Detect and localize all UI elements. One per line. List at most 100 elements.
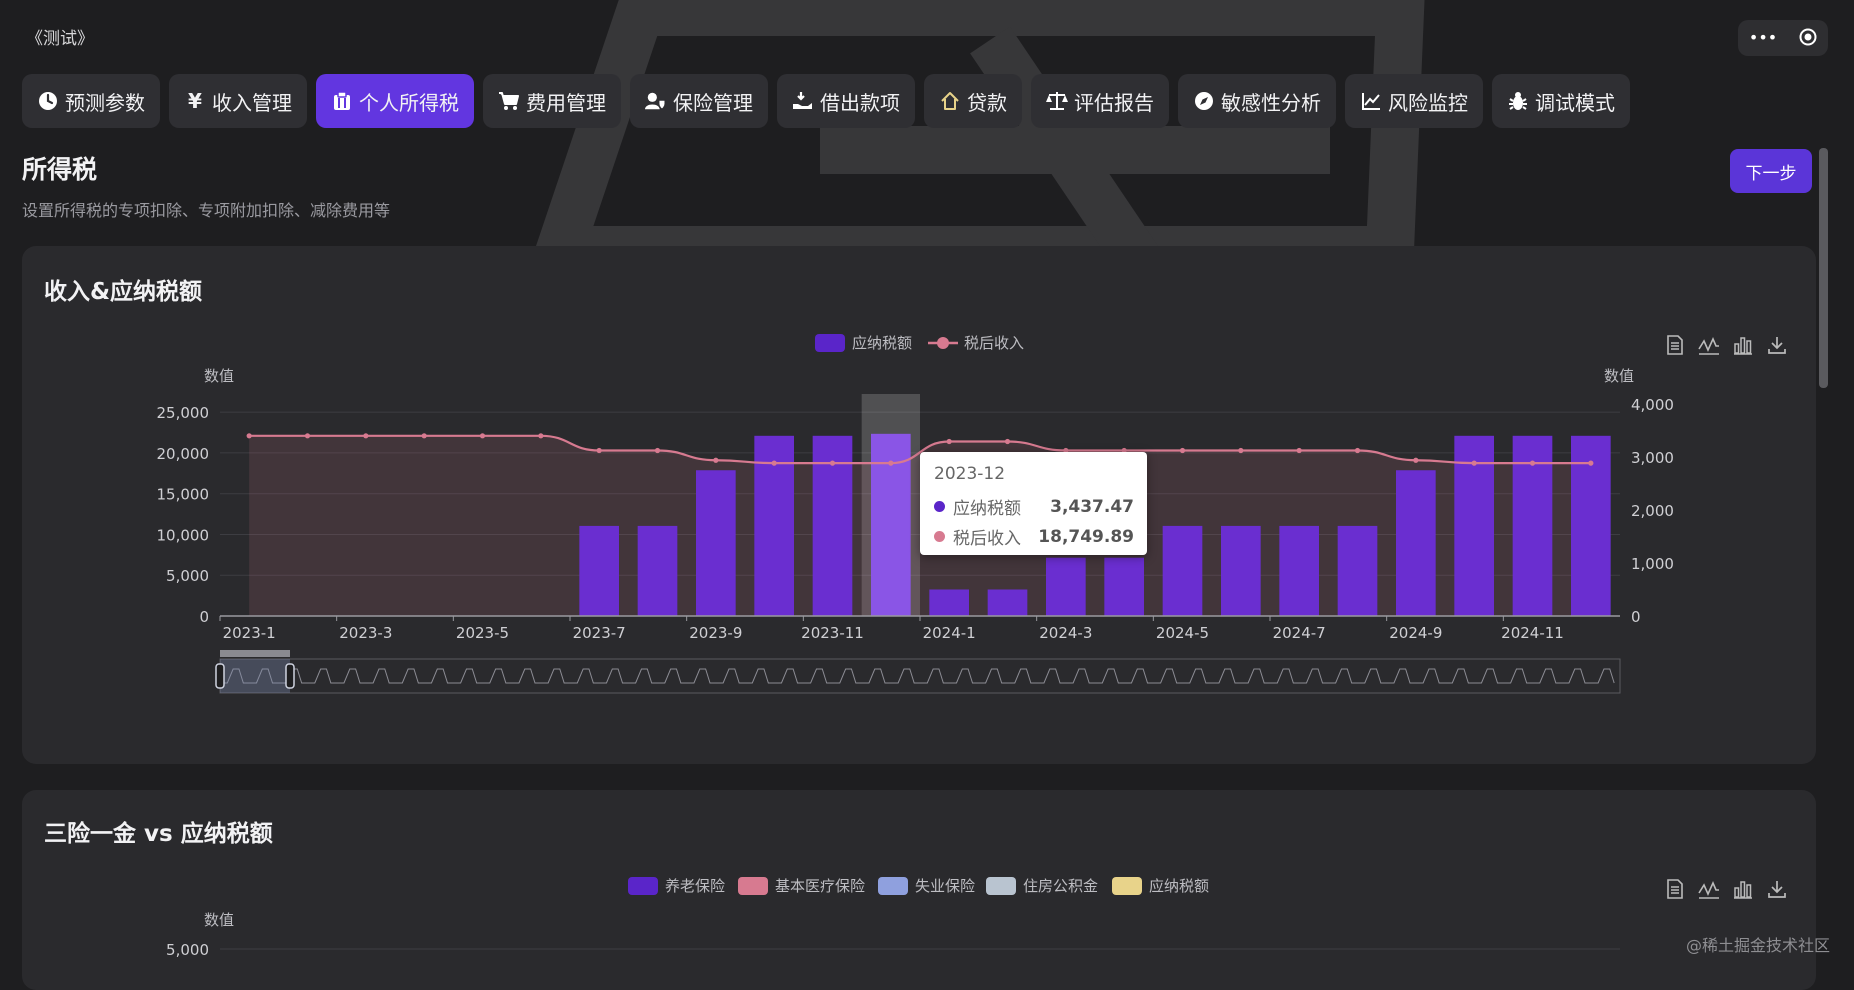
y-right-tick-label: 1,000 [1631, 555, 1674, 573]
y-tick-label: 20,000 [157, 445, 210, 463]
tooltip-value: 3,437.47 [1050, 496, 1134, 517]
tab-label: 调试模式 [1535, 90, 1615, 115]
more-icon[interactable]: ••• [1748, 28, 1778, 47]
tooltip-label: 应纳税额 [953, 499, 1021, 519]
income-point [1413, 457, 1419, 463]
legend-label: 税后收入 [964, 334, 1024, 352]
card-title: 三险一金 vs 应纳税额 [44, 821, 273, 847]
tab-3[interactable]: 个人所得税 [316, 74, 474, 128]
income-point [771, 460, 777, 466]
tax-bar [1104, 557, 1144, 616]
y-right-tick-label: 0 [1631, 608, 1641, 626]
income-point [538, 433, 544, 439]
data-zoom-handle-end[interactable] [285, 663, 295, 689]
y-tick-label: 25,000 [157, 404, 210, 422]
income-point [888, 460, 894, 466]
income-point [596, 447, 602, 454]
tax-bar [812, 435, 853, 616]
cart-icon [498, 90, 520, 112]
legend-swatch-tax [815, 334, 845, 352]
x-tick-label: 2024-3 [1039, 624, 1092, 642]
income-point [1471, 460, 1477, 466]
bar-switch-icon[interactable] [1732, 334, 1754, 356]
yen-icon: ¥ [188, 89, 202, 113]
x-tick-label: 2023-1 [223, 624, 276, 642]
insurance-tax-chart-card: 三险一金 vs 应纳税额 [22, 790, 1816, 990]
tab-2[interactable]: ¥ 收入管理 [169, 74, 307, 128]
data-zoom-preview [220, 668, 1615, 684]
tax-bar [1279, 525, 1319, 616]
x-tick-label: 2024-11 [1501, 624, 1564, 642]
data-zoom-selection[interactable] [220, 659, 290, 693]
data-zoom-handle-start[interactable] [215, 663, 225, 689]
x-tick-label: 2023-9 [689, 624, 742, 642]
tax-bar [754, 435, 794, 616]
income-point [654, 447, 661, 454]
tooltip-title: 2023-12 [934, 464, 1006, 484]
tab-label: 个人所得税 [359, 90, 459, 115]
tooltip-label: 税后收入 [953, 529, 1021, 549]
scrollbar-thumb[interactable] [1819, 148, 1828, 388]
income-point [1588, 460, 1594, 466]
y-tick-label: 15,000 [157, 486, 210, 504]
y-axis-left-label: 数值 [204, 367, 234, 385]
bar-switch-icon[interactable] [1732, 878, 1754, 900]
tooltip-value: 18,749.89 [1038, 526, 1134, 547]
legend-dot-income [937, 337, 949, 349]
record-icon[interactable] [1799, 28, 1817, 49]
data-view-icon[interactable] [1664, 334, 1686, 356]
y-right-tick-label: 2,000 [1631, 502, 1674, 520]
y-right-tick-label: 4,000 [1631, 396, 1674, 414]
income-point [1296, 447, 1302, 454]
next-step-button[interactable]: 下一步 [1730, 149, 1812, 193]
income-point [1529, 460, 1536, 466]
line-switch-icon[interactable] [1698, 334, 1720, 356]
tax-bar [579, 525, 619, 616]
data-view-icon[interactable] [1664, 878, 1686, 900]
income-point [479, 433, 486, 439]
watermark: @稀土掘金技术社区 [1686, 936, 1831, 955]
income-point [1354, 447, 1361, 454]
download-icon[interactable] [1766, 334, 1788, 356]
income-point [1179, 447, 1186, 454]
page-title: 所得税 [22, 155, 98, 184]
tax-bar [1162, 525, 1203, 616]
y-tick-label: 5,000 [166, 567, 209, 585]
line-switch-icon[interactable] [1698, 878, 1720, 900]
income-point [829, 460, 836, 466]
tooltip-dot-tax [934, 501, 945, 512]
tax-bar [1454, 435, 1494, 616]
tax-bar [1046, 557, 1086, 616]
x-tick-label: 2024-5 [1156, 624, 1209, 642]
tax-bar [1571, 435, 1611, 616]
tab-11[interactable]: 调试模式 [1492, 74, 1630, 128]
y-axis-right-label: 数值 [1604, 367, 1634, 385]
income-point [1238, 447, 1244, 454]
tax-bar [1396, 470, 1436, 616]
tooltip-row-income: 税后收入 18,749.89 [934, 524, 1134, 549]
y-tick-label: 0 [199, 608, 209, 626]
chart-tooltip: 2023-12 应纳税额 3,437.47 税后收入 18,749.89 [920, 452, 1147, 555]
income-point [1004, 438, 1011, 445]
x-tick-label: 2024-9 [1389, 624, 1442, 642]
tax-bar [1337, 525, 1378, 616]
clipboard-icon [331, 90, 353, 112]
tax-bar [696, 470, 736, 616]
y-tick-label: 10,000 [157, 526, 210, 544]
page-subtitle: 设置所得税的专项扣除、专项附加扣除、减除费用等 [22, 201, 391, 220]
app-title: 《测试》 [26, 29, 94, 49]
card-title: 收入&应纳税额 [44, 279, 203, 305]
tooltip-dot-income [934, 531, 945, 542]
x-tick-label: 2023-5 [456, 624, 509, 642]
tab-1[interactable]: 预测参数 [22, 74, 160, 128]
x-tick-label: 2023-11 [801, 624, 864, 642]
income-point [713, 457, 719, 463]
tab-label: 预测参数 [65, 90, 145, 115]
tax-bar [1221, 525, 1261, 616]
data-zoom-track [219, 658, 1621, 694]
tab-label: 收入管理 [212, 90, 292, 115]
download-icon[interactable] [1766, 878, 1788, 900]
clock-icon [37, 90, 59, 112]
legend-label: 应纳税额 [852, 334, 912, 352]
window-controls: ••• [1738, 20, 1828, 56]
